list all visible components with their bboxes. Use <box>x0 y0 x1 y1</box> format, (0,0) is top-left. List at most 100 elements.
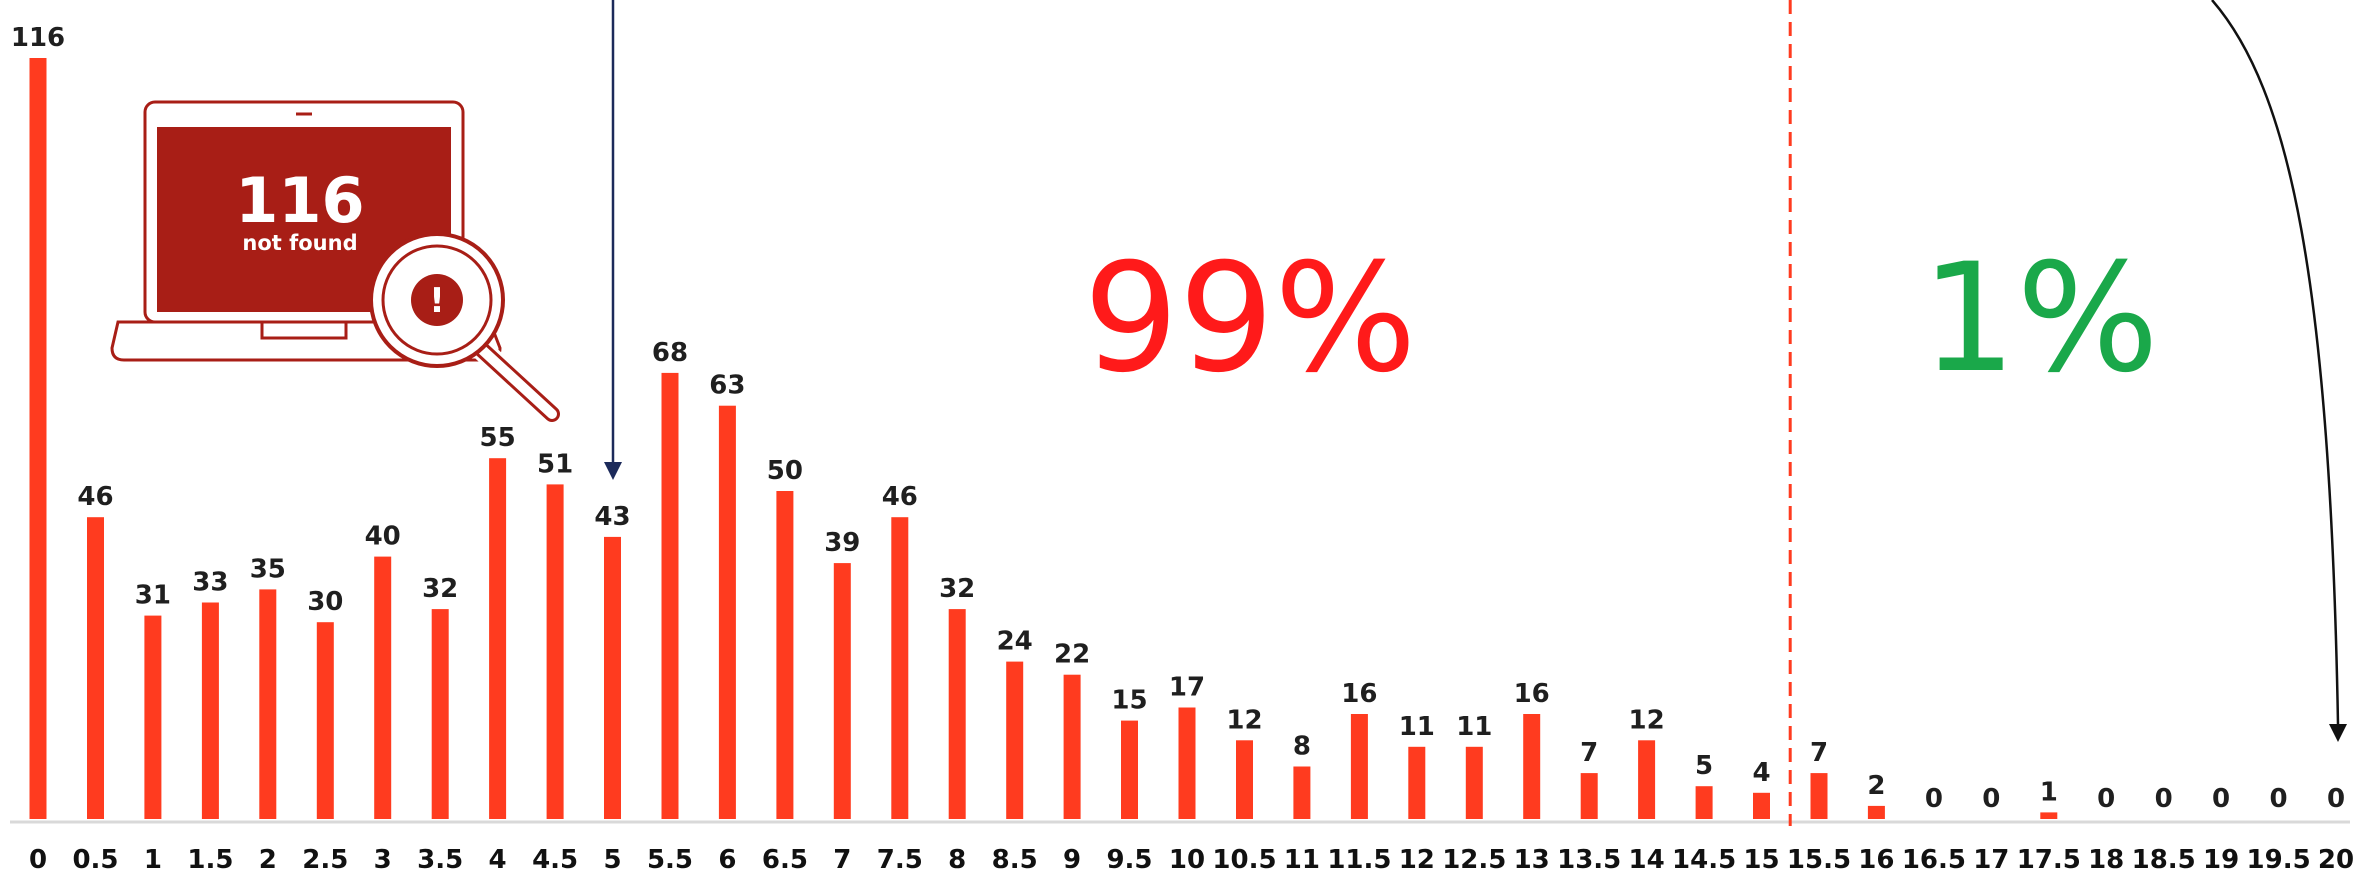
tick-label-3: 3 <box>374 845 392 872</box>
value-label-19.5: 0 <box>2270 784 2288 814</box>
tick-label-10: 10 <box>1169 845 1205 872</box>
bars-group <box>29 58 2058 819</box>
value-label-1.5: 33 <box>192 568 228 598</box>
bar-15 <box>1753 792 1770 819</box>
value-label-14.5: 5 <box>1695 751 1713 781</box>
bar-2 <box>259 589 277 819</box>
bar-6 <box>718 405 736 819</box>
value-label-7.5: 46 <box>882 482 918 512</box>
value-label-10: 17 <box>1169 673 1205 703</box>
bar-9.5 <box>1121 720 1138 819</box>
tick-label-18: 18 <box>2088 845 2124 872</box>
bar-2.5 <box>316 622 334 819</box>
bar-14.5 <box>1695 786 1713 819</box>
tick-label-15.5: 15.5 <box>1787 845 1851 872</box>
bar-3 <box>374 556 392 819</box>
value-label-13.5: 7 <box>1580 738 1598 768</box>
bar-16 <box>1867 805 1885 819</box>
exclamation-icon <box>411 274 463 326</box>
bar-4.5 <box>546 484 564 819</box>
value-label-3: 40 <box>365 522 401 552</box>
bar-11 <box>1293 766 1311 819</box>
value-label-3.5: 32 <box>422 574 458 604</box>
value-label-15.5: 7 <box>1810 738 1828 768</box>
value-label-17: 0 <box>1982 784 2000 814</box>
value-label-14: 12 <box>1629 705 1665 735</box>
tick-label-16: 16 <box>1858 845 1894 872</box>
tick-label-0: 0 <box>29 845 47 872</box>
bar-8 <box>948 609 966 819</box>
tick-label-12.5: 12.5 <box>1442 845 1506 872</box>
bar-1 <box>144 615 162 819</box>
tick-label-14.5: 14.5 <box>1672 845 1736 872</box>
tick-label-11: 11 <box>1284 845 1320 872</box>
value-label-10.5: 12 <box>1226 705 1262 735</box>
value-label-2.5: 30 <box>307 587 343 617</box>
tick-label-15: 15 <box>1743 845 1779 872</box>
value-label-19: 0 <box>2212 784 2230 814</box>
bar-6.5 <box>776 491 794 819</box>
bar-14 <box>1638 740 1656 819</box>
value-label-0.5: 46 <box>77 482 113 512</box>
tick-label-6.5: 6.5 <box>762 845 808 872</box>
bar-17.5 <box>2040 812 2058 819</box>
value-label-1: 31 <box>135 581 171 611</box>
bar-13.5 <box>1580 773 1598 819</box>
tick-label-12: 12 <box>1399 845 1435 872</box>
tick-label-17.5: 17.5 <box>2017 845 2081 872</box>
value-label-5: 43 <box>594 502 630 532</box>
tick-label-8: 8 <box>948 845 966 872</box>
tick-label-14: 14 <box>1629 845 1665 872</box>
bar-15.5 <box>1810 773 1828 819</box>
tick-labels-group: 0 0.5 1 1.5 2 2.5 3 3.5 4 4.5 5 5.5 6 6.5 7 7.5 8 8.5 9 9.5… <box>29 845 2354 872</box>
tick-label-2.5: 2.5 <box>302 845 348 872</box>
tick-label-11.5: 11.5 <box>1327 845 1391 872</box>
tick-label-4: 4 <box>489 845 507 872</box>
bar-4 <box>489 458 507 819</box>
value-label-8: 32 <box>939 574 975 604</box>
tick-label-10.5: 10.5 <box>1212 845 1276 872</box>
tick-label-0.5: 0.5 <box>72 845 118 872</box>
bar-8.5 <box>1006 661 1024 819</box>
value-label-15: 4 <box>1752 758 1770 788</box>
tick-label-17: 17 <box>1973 845 2009 872</box>
tick-label-5.5: 5.5 <box>647 845 693 872</box>
tick-label-9: 9 <box>1063 845 1081 872</box>
value-label-2: 35 <box>250 554 286 584</box>
tick-label-2: 2 <box>259 845 277 872</box>
value-label-9.5: 15 <box>1111 686 1147 716</box>
value-label-6.5: 50 <box>767 456 803 486</box>
value-label-11.5: 16 <box>1341 679 1377 709</box>
bar-0 <box>29 58 47 819</box>
value-label-12.5: 11 <box>1456 712 1492 742</box>
value-label-13: 16 <box>1514 679 1550 709</box>
bar-1.5 <box>201 602 219 819</box>
tick-label-1: 1 <box>144 845 162 872</box>
exclamation-symbol: ! <box>429 281 445 321</box>
down-arrow-icon <box>604 0 622 480</box>
tick-label-19: 19 <box>2203 845 2239 872</box>
tick-label-19.5: 19.5 <box>2247 845 2311 872</box>
laptop-caption: not found <box>242 231 357 255</box>
tick-label-6: 6 <box>718 845 736 872</box>
bar-5 <box>604 536 621 819</box>
tick-label-5: 5 <box>603 845 621 872</box>
tick-label-9.5: 9.5 <box>1106 845 1152 872</box>
value-label-12: 11 <box>1399 712 1435 742</box>
bar-9 <box>1063 674 1081 819</box>
value-label-16: 2 <box>1867 771 1885 801</box>
bar-7 <box>833 563 851 819</box>
tick-label-7: 7 <box>833 845 851 872</box>
left-percent-annotation: 99% <box>1083 232 1416 406</box>
value-label-17.5: 1 <box>2040 777 2058 807</box>
value-label-20: 0 <box>2327 784 2345 814</box>
tick-label-8.5: 8.5 <box>992 845 1038 872</box>
value-label-18: 0 <box>2097 784 2115 814</box>
value-label-4.5: 51 <box>537 449 573 479</box>
bar-3.5 <box>431 609 449 819</box>
value-label-0: 116 <box>11 23 65 53</box>
tick-label-4.5: 4.5 <box>532 845 578 872</box>
bar-12.5 <box>1465 746 1483 819</box>
